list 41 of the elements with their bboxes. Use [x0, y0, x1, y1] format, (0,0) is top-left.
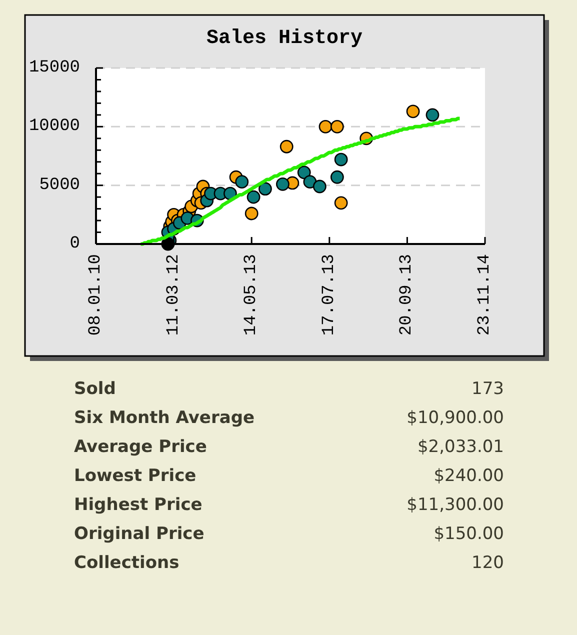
y-tick-label: 10000	[28, 117, 80, 136]
point	[276, 177, 290, 191]
text: 173	[472, 378, 504, 399]
chart-title: Sales History	[206, 27, 363, 50]
text: Highest Price	[74, 494, 202, 515]
text: $240.00	[434, 466, 504, 486]
text: Lowest Price	[74, 466, 196, 486]
text: Six Month Average	[74, 408, 255, 428]
point	[406, 104, 420, 118]
text: Average Price	[74, 436, 207, 457]
text: $11,300.00	[406, 494, 504, 515]
point	[330, 120, 344, 134]
text: $2,033.01	[417, 436, 504, 457]
x-tick-label: 23.11.14	[476, 254, 494, 336]
text: $10,900.00	[406, 408, 504, 428]
point	[280, 140, 294, 154]
y-tick-label: 5000	[39, 176, 80, 195]
text: $150.00	[434, 524, 504, 544]
point	[303, 175, 317, 188]
x-tick-label: 08.01.10	[86, 254, 106, 336]
point	[258, 182, 272, 196]
point	[297, 166, 311, 180]
text: Collections	[74, 552, 180, 573]
point	[244, 206, 258, 220]
x-tick-label: 11.03.12	[164, 254, 184, 336]
x-tick-label: 17.07.13	[320, 254, 339, 336]
point	[334, 196, 348, 210]
x-tick-label: 20.09.13	[398, 254, 417, 336]
text: 120	[472, 552, 504, 573]
x-tick-label: 14.05.13	[242, 254, 262, 336]
point	[246, 190, 260, 204]
point	[334, 152, 348, 166]
y-tick-label: 15000	[28, 58, 80, 78]
y-tick-label: 0	[70, 234, 80, 254]
point	[312, 180, 326, 194]
point	[330, 170, 344, 184]
text: Sold	[74, 378, 116, 399]
point	[426, 108, 440, 122]
point	[235, 175, 249, 188]
text: Original Price	[74, 524, 204, 544]
point	[318, 120, 332, 134]
